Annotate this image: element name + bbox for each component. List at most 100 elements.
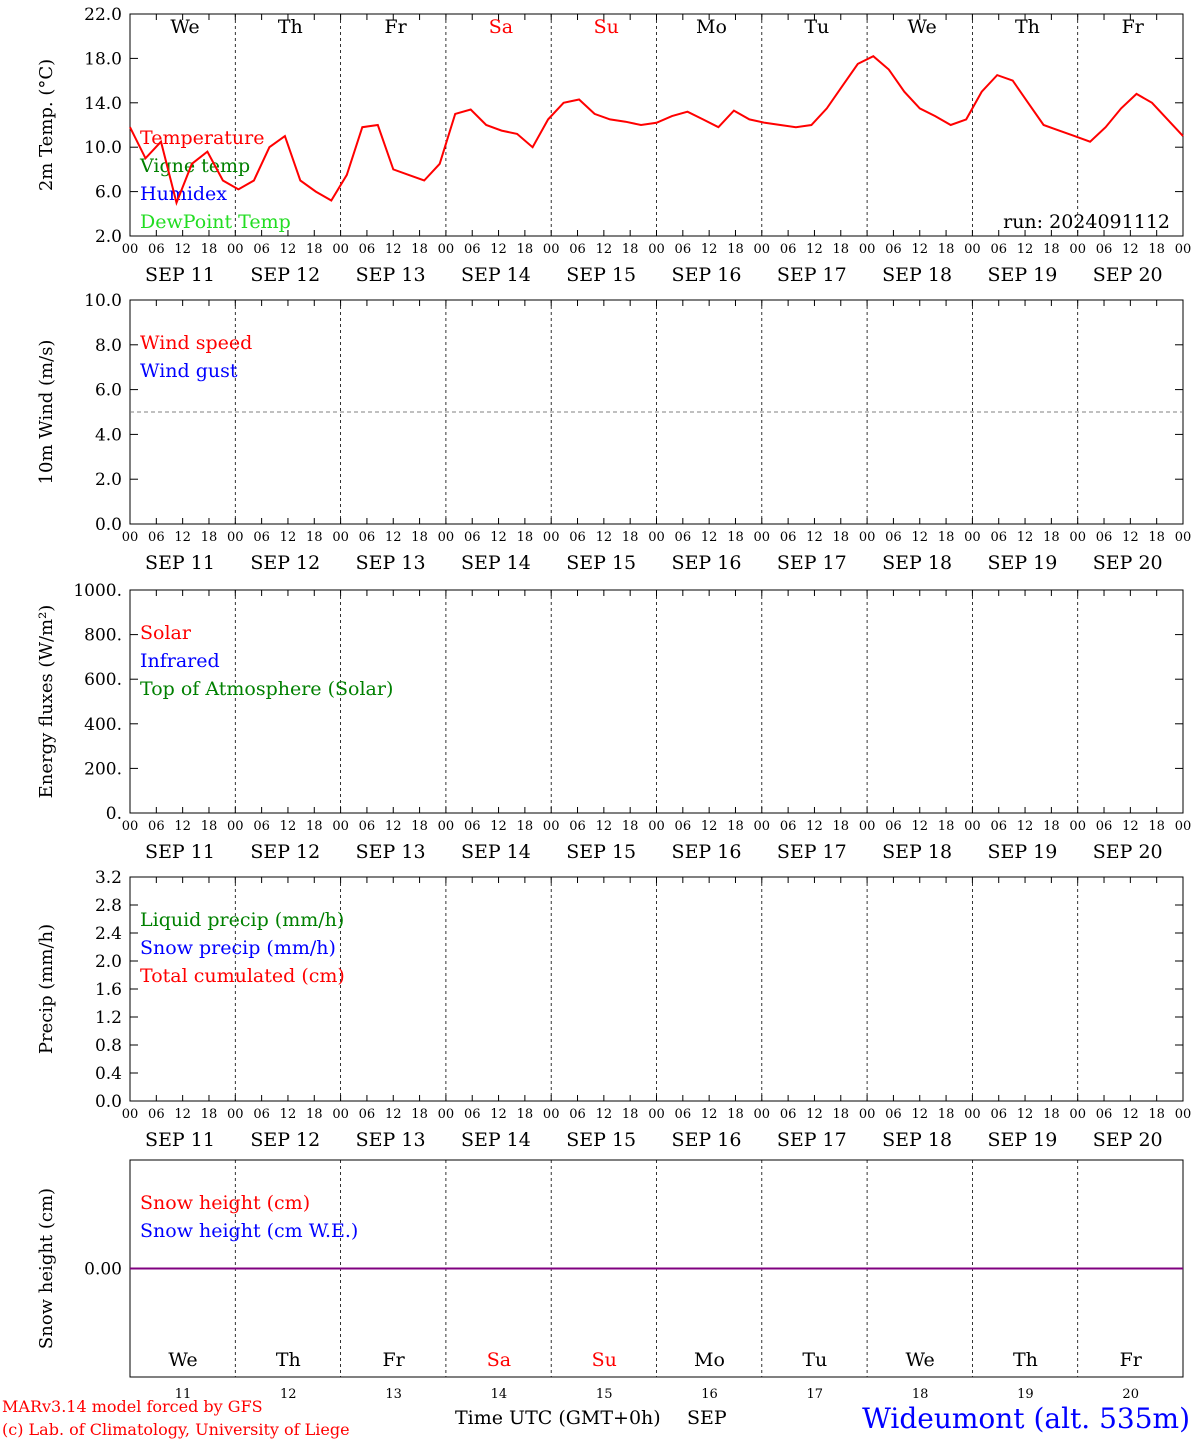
- weekday-label: Tu: [804, 16, 829, 38]
- x-hour-label: 12: [385, 530, 402, 545]
- day-number-label: 18: [912, 1387, 929, 1402]
- x-hour-label: 12: [1122, 242, 1139, 257]
- x-hour-label: 12: [911, 819, 928, 834]
- x-hour-label: 18: [306, 819, 323, 834]
- y-axis-label: 10m Wind (m/s): [36, 340, 57, 485]
- weekday-label: Su: [592, 1349, 617, 1371]
- x-hour-label: 00: [332, 242, 349, 257]
- day-number-label: 12: [280, 1387, 297, 1402]
- temperature-line: [129, 55, 1184, 206]
- x-hour-label: 18: [1148, 1107, 1165, 1122]
- x-hour-label: 00: [122, 530, 139, 545]
- x-date-label: SEP 16: [672, 264, 742, 286]
- legend-entry: Temperature: [140, 127, 264, 149]
- x-date-label: SEP 13: [356, 264, 426, 286]
- legend-entry: Humidex: [140, 183, 227, 205]
- x-hour-label: 18: [411, 819, 428, 834]
- x-date-label: SEP 12: [250, 841, 320, 863]
- x-hour-label: 06: [1096, 1107, 1113, 1122]
- x-date-label: SEP 14: [461, 1129, 531, 1151]
- x-hour-label: 06: [675, 819, 692, 834]
- x-hour-label: 06: [359, 1107, 376, 1122]
- x-hour-label: 06: [990, 530, 1007, 545]
- day-number-label: 16: [701, 1387, 718, 1402]
- x-hour-label: 18: [727, 530, 744, 545]
- x-hour-label: 06: [148, 242, 165, 257]
- x-hour-label: 00: [754, 530, 771, 545]
- x-hour-label: 00: [1175, 530, 1192, 545]
- legend-entry: Wind speed: [140, 332, 252, 354]
- y-tick-label: 800.: [84, 626, 122, 646]
- x-hour-label: 12: [280, 1107, 297, 1122]
- x-hour-label: 00: [332, 819, 349, 834]
- x-hour-label: 18: [201, 819, 218, 834]
- x-hour-label: 18: [727, 1107, 744, 1122]
- y-tick-label: 400.: [84, 715, 122, 735]
- x-date-label: SEP 19: [987, 552, 1057, 574]
- x-hour-label: 12: [596, 242, 613, 257]
- x-hour-label: 06: [148, 819, 165, 834]
- x-hour-label: 18: [833, 242, 850, 257]
- x-hour-label: 18: [938, 242, 955, 257]
- y-tick-label: 6.0: [95, 381, 122, 401]
- weekday-label: Mo: [696, 16, 727, 38]
- x-hour-label: 00: [543, 530, 560, 545]
- month-label: SEP: [687, 1407, 727, 1429]
- x-hour-label: 06: [1096, 242, 1113, 257]
- x-hour-label: 18: [833, 1107, 850, 1122]
- x-hour-label: 12: [490, 819, 507, 834]
- x-hour-label: 12: [490, 530, 507, 545]
- x-hour-label: 18: [517, 242, 534, 257]
- x-hour-label: 18: [938, 530, 955, 545]
- x-hour-label: 00: [543, 242, 560, 257]
- weekday-label: Sa: [487, 1349, 511, 1371]
- x-hour-label: 12: [174, 242, 191, 257]
- x-date-label: SEP 11: [145, 841, 215, 863]
- x-hour-label: 12: [1017, 530, 1034, 545]
- x-date-label: SEP 17: [777, 1129, 847, 1151]
- credit-line-2: (c) Lab. of Climatology, University of L…: [2, 1420, 350, 1439]
- x-hour-label: 06: [885, 242, 902, 257]
- weekday-label: Mo: [694, 1349, 725, 1371]
- x-hour-label: 06: [253, 1107, 270, 1122]
- legend-entry: Total cumulated (cm): [140, 965, 345, 987]
- station-label: Wideumont (alt. 535m): [862, 1402, 1190, 1435]
- x-date-label: SEP 12: [250, 1129, 320, 1151]
- y-tick-label: 600.: [84, 670, 122, 690]
- x-hour-label: 18: [201, 530, 218, 545]
- y-tick-label: 1.2: [95, 1008, 122, 1028]
- x-hour-label: 06: [569, 819, 586, 834]
- day-number-label: 13: [385, 1387, 402, 1402]
- x-hour-label: 00: [332, 530, 349, 545]
- x-date-label: SEP 15: [566, 552, 636, 574]
- x-hour-label: 18: [201, 242, 218, 257]
- legend-entry: Snow precip (mm/h): [140, 937, 336, 959]
- x-hour-label: 06: [780, 1107, 797, 1122]
- x-hour-label: 12: [1017, 819, 1034, 834]
- x-hour-label: 18: [517, 819, 534, 834]
- x-date-label: SEP 13: [356, 1129, 426, 1151]
- x-hour-label: 06: [253, 819, 270, 834]
- weekday-label: We: [907, 16, 936, 38]
- x-hour-label: 06: [359, 819, 376, 834]
- x-hour-label: 12: [385, 819, 402, 834]
- credit-line-1: MARv3.14 model forced by GFS: [2, 1397, 263, 1416]
- y-axis-label: Energy fluxes (W/m²): [36, 605, 57, 799]
- x-hour-label: 18: [201, 1107, 218, 1122]
- x-hour-label: 12: [280, 819, 297, 834]
- y-axis-label: Snow height (cm): [36, 1188, 57, 1349]
- x-hour-label: 06: [148, 530, 165, 545]
- x-hour-label: 00: [754, 819, 771, 834]
- time-axis-label: Time UTC (GMT+0h): [455, 1407, 661, 1429]
- x-hour-label: 18: [517, 530, 534, 545]
- x-date-label: SEP 15: [566, 841, 636, 863]
- x-date-label: SEP 12: [250, 264, 320, 286]
- x-hour-label: 00: [332, 1107, 349, 1122]
- x-hour-label: 18: [1148, 819, 1165, 834]
- legend-entry: Top of Atmosphere (Solar): [140, 678, 393, 700]
- y-tick-label: 4.0: [95, 425, 122, 445]
- x-hour-label: 06: [569, 530, 586, 545]
- x-hour-label: 18: [833, 530, 850, 545]
- x-hour-label: 12: [174, 819, 191, 834]
